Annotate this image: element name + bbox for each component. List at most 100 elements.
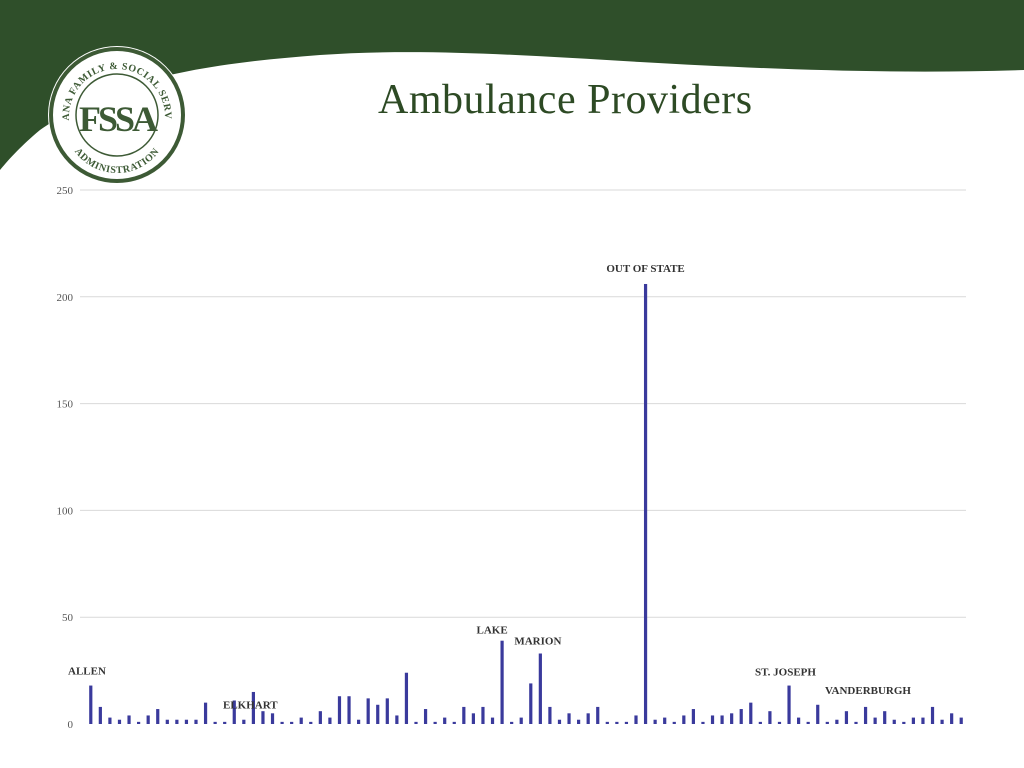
chart-bar: [615, 721, 619, 724]
chart-bar: [873, 717, 877, 724]
chart-bar: [940, 719, 944, 724]
chart-bar: [481, 706, 485, 724]
chart-bar: [194, 719, 198, 724]
chart-bar: [911, 717, 915, 724]
chart-bar: [930, 706, 935, 724]
chart-bar: [844, 711, 849, 724]
y-tick-label: 150: [57, 399, 74, 411]
chart-bar: [863, 706, 868, 724]
chart-bar: [347, 696, 351, 724]
fssa-logo: INDIANA FAMILY & SOCIAL SERVICES ADMINIS…: [47, 45, 186, 184]
annotation-allen: ALLEN: [68, 666, 106, 678]
chart-bar: [203, 702, 208, 724]
header-banner: [0, 0, 1024, 170]
chart-bar: [959, 717, 963, 724]
chart-bar: [357, 719, 361, 724]
annotation-elkhart: ELKHART: [223, 700, 278, 712]
annotation-lake: LAKE: [476, 625, 507, 637]
chart-bars: [89, 283, 963, 724]
chart-bar: [443, 717, 447, 724]
chart-bar: [548, 706, 552, 724]
chart-bar: [433, 721, 437, 724]
chart-bar: [902, 721, 906, 724]
chart-bar: [730, 713, 734, 724]
chart-bar: [261, 711, 265, 724]
header-wave: [0, 0, 1024, 170]
chart-bar: [883, 711, 887, 724]
chart-bar: [385, 698, 389, 724]
chart-bar: [854, 721, 858, 724]
chart-bar: [108, 717, 112, 724]
chart-bar: [462, 706, 466, 724]
chart-bar: [146, 715, 150, 724]
chart-bar: [117, 719, 122, 724]
chart-bar: [768, 711, 772, 724]
y-tick-label: 250: [57, 185, 74, 197]
chart-bar: [223, 721, 227, 724]
chart-bar: [404, 672, 409, 724]
chart-bar: [739, 709, 743, 724]
chart-bar: [290, 721, 294, 724]
chart-bar: [529, 683, 533, 724]
chart-bar: [510, 721, 514, 724]
annotation-vanderburgh: VANDERBURGH: [825, 685, 911, 697]
chart-bar: [758, 721, 762, 724]
chart-bar: [682, 715, 686, 724]
chart-bar: [825, 721, 829, 724]
chart-bar: [538, 653, 542, 724]
chart-bar: [596, 706, 600, 724]
chart-bar: [557, 719, 562, 724]
chart-bar: [577, 719, 581, 724]
chart-bar: [98, 706, 102, 724]
chart-bar: [720, 715, 724, 724]
logo-letters: FSSA: [79, 99, 158, 139]
chart-bar: [624, 721, 629, 724]
chart-bar: [452, 721, 456, 724]
chart-bar: [605, 721, 609, 724]
chart-bar: [663, 717, 667, 724]
y-tick-label: 200: [57, 292, 74, 304]
annotation-st-joseph: ST. JOSEPH: [755, 667, 816, 679]
y-tick-label: 0: [68, 719, 74, 731]
chart-bar: [213, 721, 217, 724]
chart-bar: [835, 719, 839, 724]
page-title: Ambulance Providers: [378, 77, 753, 123]
chart-bar: [165, 719, 169, 724]
chart-bar: [950, 713, 954, 724]
logo-ring: [49, 47, 185, 183]
chart-bar: [299, 717, 303, 724]
annotation-out-of-state: OUT OF STATE: [606, 263, 684, 275]
chart-bar: [337, 696, 342, 724]
chart-bar: [471, 713, 475, 724]
chart-bar: [701, 721, 705, 724]
chart-bar: [137, 721, 141, 724]
chart-annotations: ALLEN ELKHART LAKE MARION OUT OF STATE ST. JO…: [68, 263, 911, 712]
chart-bar: [710, 715, 715, 724]
chart-bar: [634, 715, 638, 724]
chart-bar: [500, 640, 504, 724]
chart-bar: [490, 717, 495, 724]
chart-bar: [672, 721, 676, 724]
chart-bar: [567, 713, 571, 724]
chart-bar: [251, 691, 255, 724]
chart-gridlines: [80, 189, 966, 618]
chart-bar: [691, 709, 695, 724]
chart-bar: [309, 721, 313, 724]
chart-bar: [175, 719, 179, 724]
chart-bar: [921, 717, 925, 724]
y-axis-ticks: 0 50 100 150 200 250: [57, 185, 74, 731]
chart-bar: [816, 704, 820, 724]
chart-bar: [414, 721, 418, 724]
chart-bar: [806, 721, 810, 724]
chart-bar: [653, 719, 657, 724]
chart-bar: [892, 719, 896, 724]
annotation-marion: MARION: [514, 636, 561, 648]
chart-bar: [797, 717, 801, 724]
chart-bar: [89, 685, 93, 724]
chart-bar: [643, 283, 648, 724]
chart-bar: [366, 698, 370, 724]
chart-bar: [127, 715, 131, 724]
chart-bar: [519, 717, 523, 724]
chart-bar: [328, 717, 332, 724]
chart-bar: [270, 713, 275, 724]
